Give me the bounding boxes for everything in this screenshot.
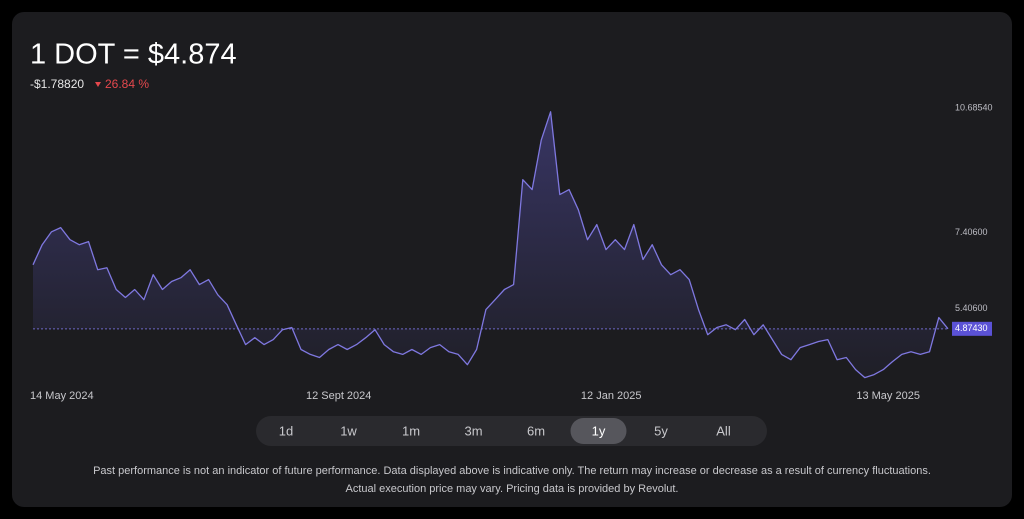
range-button[interactable]: 5y bbox=[654, 423, 668, 438]
range-button[interactable]: 1m bbox=[402, 423, 420, 438]
range-button[interactable]: 6m bbox=[527, 423, 545, 438]
down-arrow bbox=[95, 82, 101, 87]
range-button[interactable]: 1y bbox=[592, 423, 606, 438]
range-button[interactable]: 3m bbox=[464, 423, 482, 438]
disclaimer: Past performance is not an indicator of … bbox=[93, 465, 931, 477]
range-button[interactable]: 1w bbox=[340, 423, 357, 438]
current-price-label: 4.87430 bbox=[955, 323, 988, 333]
y-tick-label: 5.40600 bbox=[955, 303, 988, 313]
x-tick-label: 13 May 2025 bbox=[856, 390, 920, 402]
range-button[interactable]: 1d bbox=[279, 423, 293, 438]
disclaimer: Actual execution price may vary. Pricing… bbox=[345, 483, 678, 495]
range-button[interactable]: All bbox=[716, 423, 731, 438]
x-tick-label: 12 Jan 2025 bbox=[581, 390, 642, 402]
x-tick-label: 14 May 2024 bbox=[30, 390, 94, 402]
y-tick-label: 10.68540 bbox=[955, 103, 993, 113]
change: -$1.78820 bbox=[30, 77, 84, 91]
area-fill bbox=[33, 111, 948, 378]
range-selected[interactable] bbox=[570, 418, 627, 444]
title: 1 DOT = $4.874 bbox=[30, 39, 237, 71]
current-price-box bbox=[952, 321, 992, 336]
change-percent: 26.84 % bbox=[105, 77, 149, 91]
price-line bbox=[32, 111, 949, 379]
y-tick-label: 7.40600 bbox=[955, 227, 988, 237]
range-bar bbox=[256, 416, 767, 446]
x-tick-label: 12 Sept 2024 bbox=[306, 390, 371, 402]
